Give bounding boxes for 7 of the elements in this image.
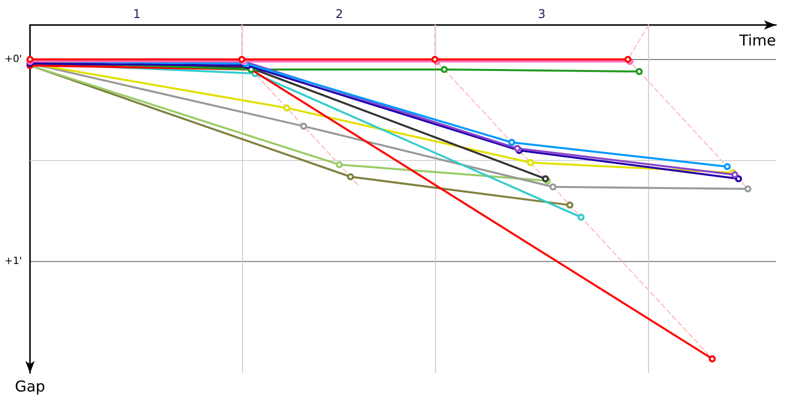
- x-axis-title: Time: [738, 32, 776, 50]
- x-tick-label: 1: [133, 7, 141, 21]
- x-tick-label: 3: [538, 7, 546, 21]
- y-tick-label: +0': [4, 54, 22, 65]
- x-tick-label: 2: [335, 7, 344, 21]
- y-axis-title: Gap: [14, 378, 46, 396]
- y-tick-label: +1': [4, 256, 22, 268]
